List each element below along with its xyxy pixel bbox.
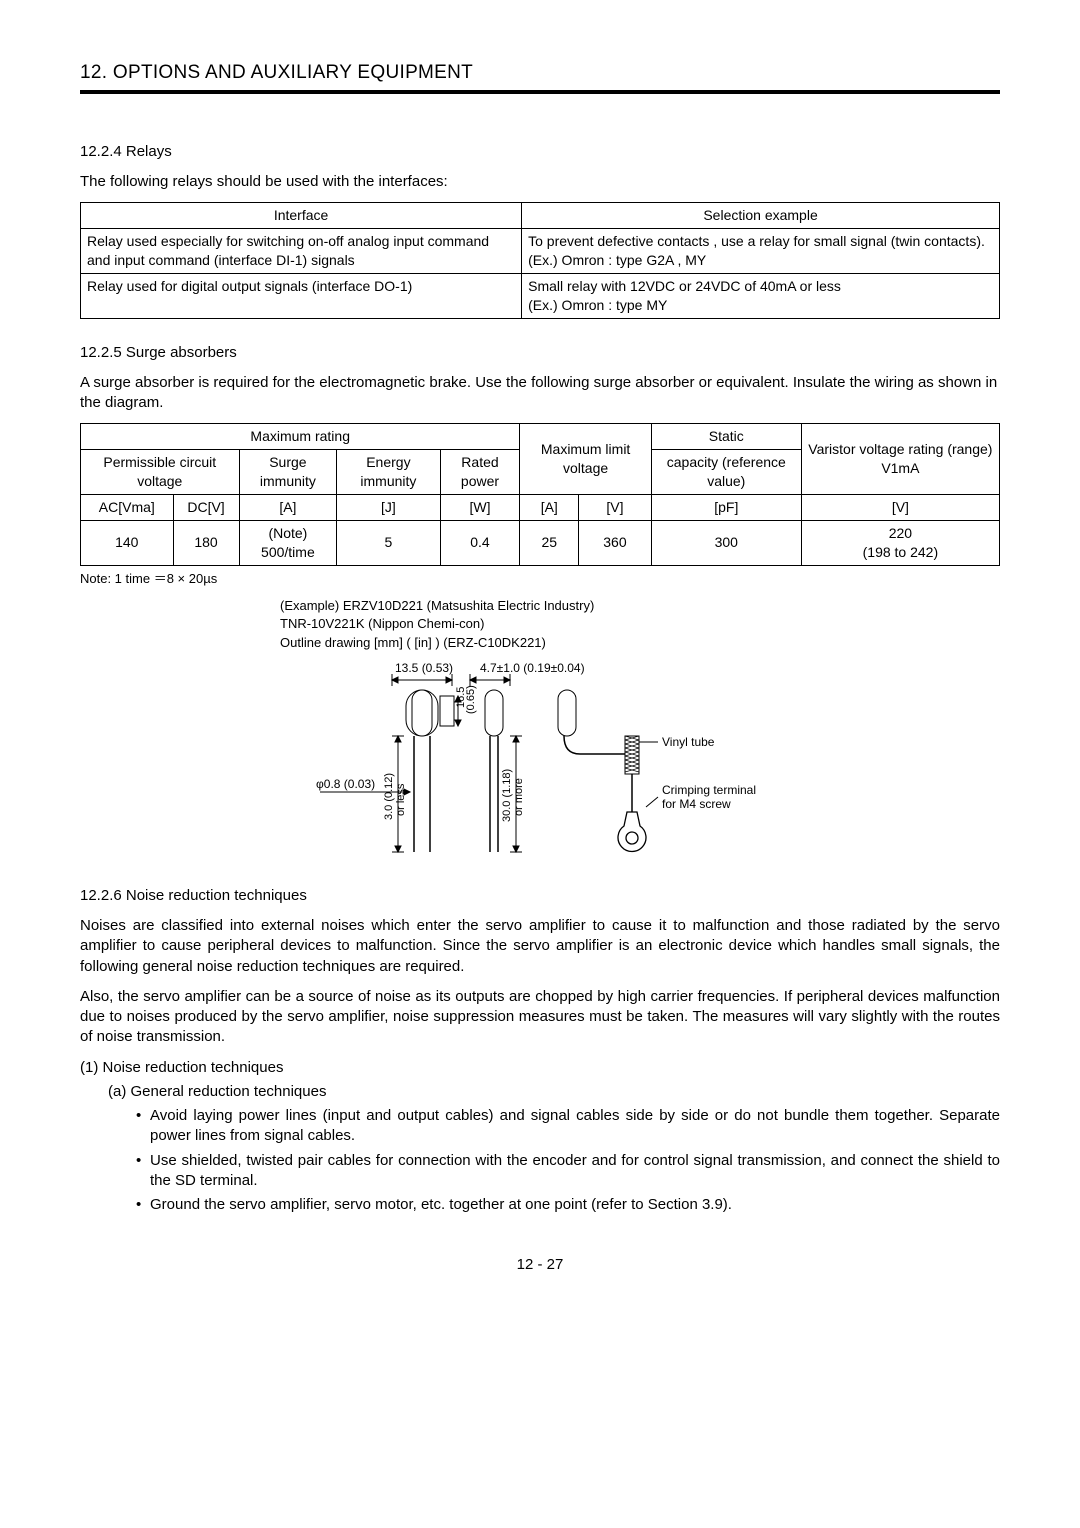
bullet-text: Use shielded, twisted pair cables for co… [150, 1151, 1000, 1192]
noise-section: 12.2.6 Noise reduction techniques Noises… [80, 886, 1000, 1216]
dim-v-left-b: or less [395, 783, 407, 816]
hdr-static-label: Static [651, 424, 801, 450]
relays-section: 12.2.4 Relays The following relays shoul… [80, 142, 1000, 319]
value-cell: 140 [81, 520, 174, 565]
bullet-icon: • [136, 1106, 150, 1147]
unit-cell: [V] [579, 495, 652, 521]
noise-sub2: (a) General reduction techniques [108, 1082, 1000, 1102]
dim-top-left: 13.5 (0.53) [395, 662, 453, 675]
example-line: (Example) ERZV10D221 (Matsushita Electri… [280, 597, 1000, 615]
surge-example: (Example) ERZV10D221 (Matsushita Electri… [280, 597, 1000, 652]
label-crimp-b: for M4 screw [662, 797, 731, 811]
dim-v-right-b: or more [513, 778, 525, 816]
noise-p2: Also, the servo amplifier can be a sourc… [80, 987, 1000, 1048]
value-cell: 25 [520, 520, 579, 565]
value-cell: 360 [579, 520, 652, 565]
bullet-item: • Use shielded, twisted pair cables for … [136, 1151, 1000, 1192]
dim-inset-b: (0.65) [465, 685, 477, 714]
relay-sel-cell: Small relay with 12VDC or 24VDC of 40mA … [522, 273, 1000, 318]
unit-cell: [A] [239, 495, 337, 521]
page-number: 12 - 27 [80, 1255, 1000, 1275]
bullet-text: Ground the servo amplifier, servo motor,… [150, 1195, 1000, 1215]
units-row: AC[Vma] DC[V] [A] [J] [W] [A] [V] [pF] [… [81, 495, 1000, 521]
hdr-rated-power: Rated power [440, 450, 520, 495]
unit-cell: [pF] [651, 495, 801, 521]
chapter-title: 12. OPTIONS AND AUXILIARY EQUIPMENT [80, 60, 1000, 86]
outline-diagram: 13.5 (0.53) 4.7±1.0 (0.19±0.04) 16.5 (0.… [80, 662, 1000, 862]
surge-table: Maximum rating Maximum limit voltage Sta… [80, 423, 1000, 565]
value-cell: (Note) 500/time [239, 520, 337, 565]
diagram-svg: 13.5 (0.53) 4.7±1.0 (0.19±0.04) 16.5 (0.… [280, 662, 800, 862]
value-cell: 180 [173, 520, 239, 565]
dim-v-left-a: 3.0 (0.12) [383, 773, 395, 820]
table-row: Relay used especially for switching on-o… [81, 229, 1000, 274]
unit-cell: DC[V] [173, 495, 239, 521]
noise-heading: 12.2.6 Noise reduction techniques [80, 886, 1000, 906]
value-cell: 5 [337, 520, 440, 565]
surge-heading: 12.2.5 Surge absorbers [80, 343, 1000, 363]
bullet-text: Avoid laying power lines (input and outp… [150, 1106, 1000, 1147]
relays-heading: 12.2.4 Relays [80, 142, 1000, 162]
value-cell: 220 (198 to 242) [801, 520, 999, 565]
dim-top-right: 4.7±1.0 (0.19±0.04) [480, 662, 585, 675]
noise-sub1: (1) Noise reduction techniques [80, 1058, 1000, 1078]
surge-note: Note: 1 time ＝8 × 20µs [80, 570, 1000, 588]
hdr-permissible: Permissible circuit voltage [81, 450, 240, 495]
value-cell: 0.4 [440, 520, 520, 565]
value-cell: 300 [651, 520, 801, 565]
example-line: TNR-10V221K (Nippon Chemi-con) [280, 615, 1000, 633]
bullet-icon: • [136, 1195, 150, 1215]
label-vinyl: Vinyl tube [662, 735, 715, 749]
bullet-icon: • [136, 1151, 150, 1192]
bullet-item: • Avoid laying power lines (input and ou… [136, 1106, 1000, 1147]
unit-cell: AC[Vma] [81, 495, 174, 521]
unit-cell: [V] [801, 495, 999, 521]
hdr-varistor: Varistor voltage rating (range) V1mA [801, 424, 999, 495]
table-row: Relay used for digital output signals (i… [81, 273, 1000, 318]
relay-iface-cell: Relay used especially for switching on-o… [81, 229, 522, 274]
relay-iface-cell: Relay used for digital output signals (i… [81, 273, 522, 318]
values-row: 140 180 (Note) 500/time 5 0.4 25 360 300… [81, 520, 1000, 565]
hdr-static-rest: capacity (reference value) [651, 450, 801, 495]
unit-cell: [W] [440, 495, 520, 521]
dim-v-right-a: 30.0 (1.18) [501, 769, 513, 822]
surge-intro: A surge absorber is required for the ele… [80, 373, 1000, 414]
bullet-item: • Ground the servo amplifier, servo moto… [136, 1195, 1000, 1215]
relays-intro: The following relays should be used with… [80, 172, 1000, 192]
label-crimp-a: Crimping terminal [662, 783, 756, 797]
relay-col-selection: Selection example [522, 203, 1000, 229]
hdr-max-limit: Maximum limit voltage [520, 424, 651, 495]
relay-col-interface: Interface [81, 203, 522, 229]
noise-p1: Noises are classified into external nois… [80, 916, 1000, 977]
header-rule [80, 90, 1000, 94]
example-line: Outline drawing [mm] ( [in] ) (ERZ-C10DK… [280, 634, 1000, 652]
dim-phi: φ0.8 (0.03) [316, 777, 375, 791]
relay-table: Interface Selection example Relay used e… [80, 202, 1000, 318]
surge-section: 12.2.5 Surge absorbers A surge absorber … [80, 343, 1000, 862]
unit-cell: [A] [520, 495, 579, 521]
hdr-energy-imm: Energy immunity [337, 450, 440, 495]
relay-sel-cell: To prevent defective contacts , use a re… [522, 229, 1000, 274]
unit-cell: [J] [337, 495, 440, 521]
hdr-max-rating: Maximum rating [81, 424, 520, 450]
hdr-surge-imm: Surge immunity [239, 450, 337, 495]
